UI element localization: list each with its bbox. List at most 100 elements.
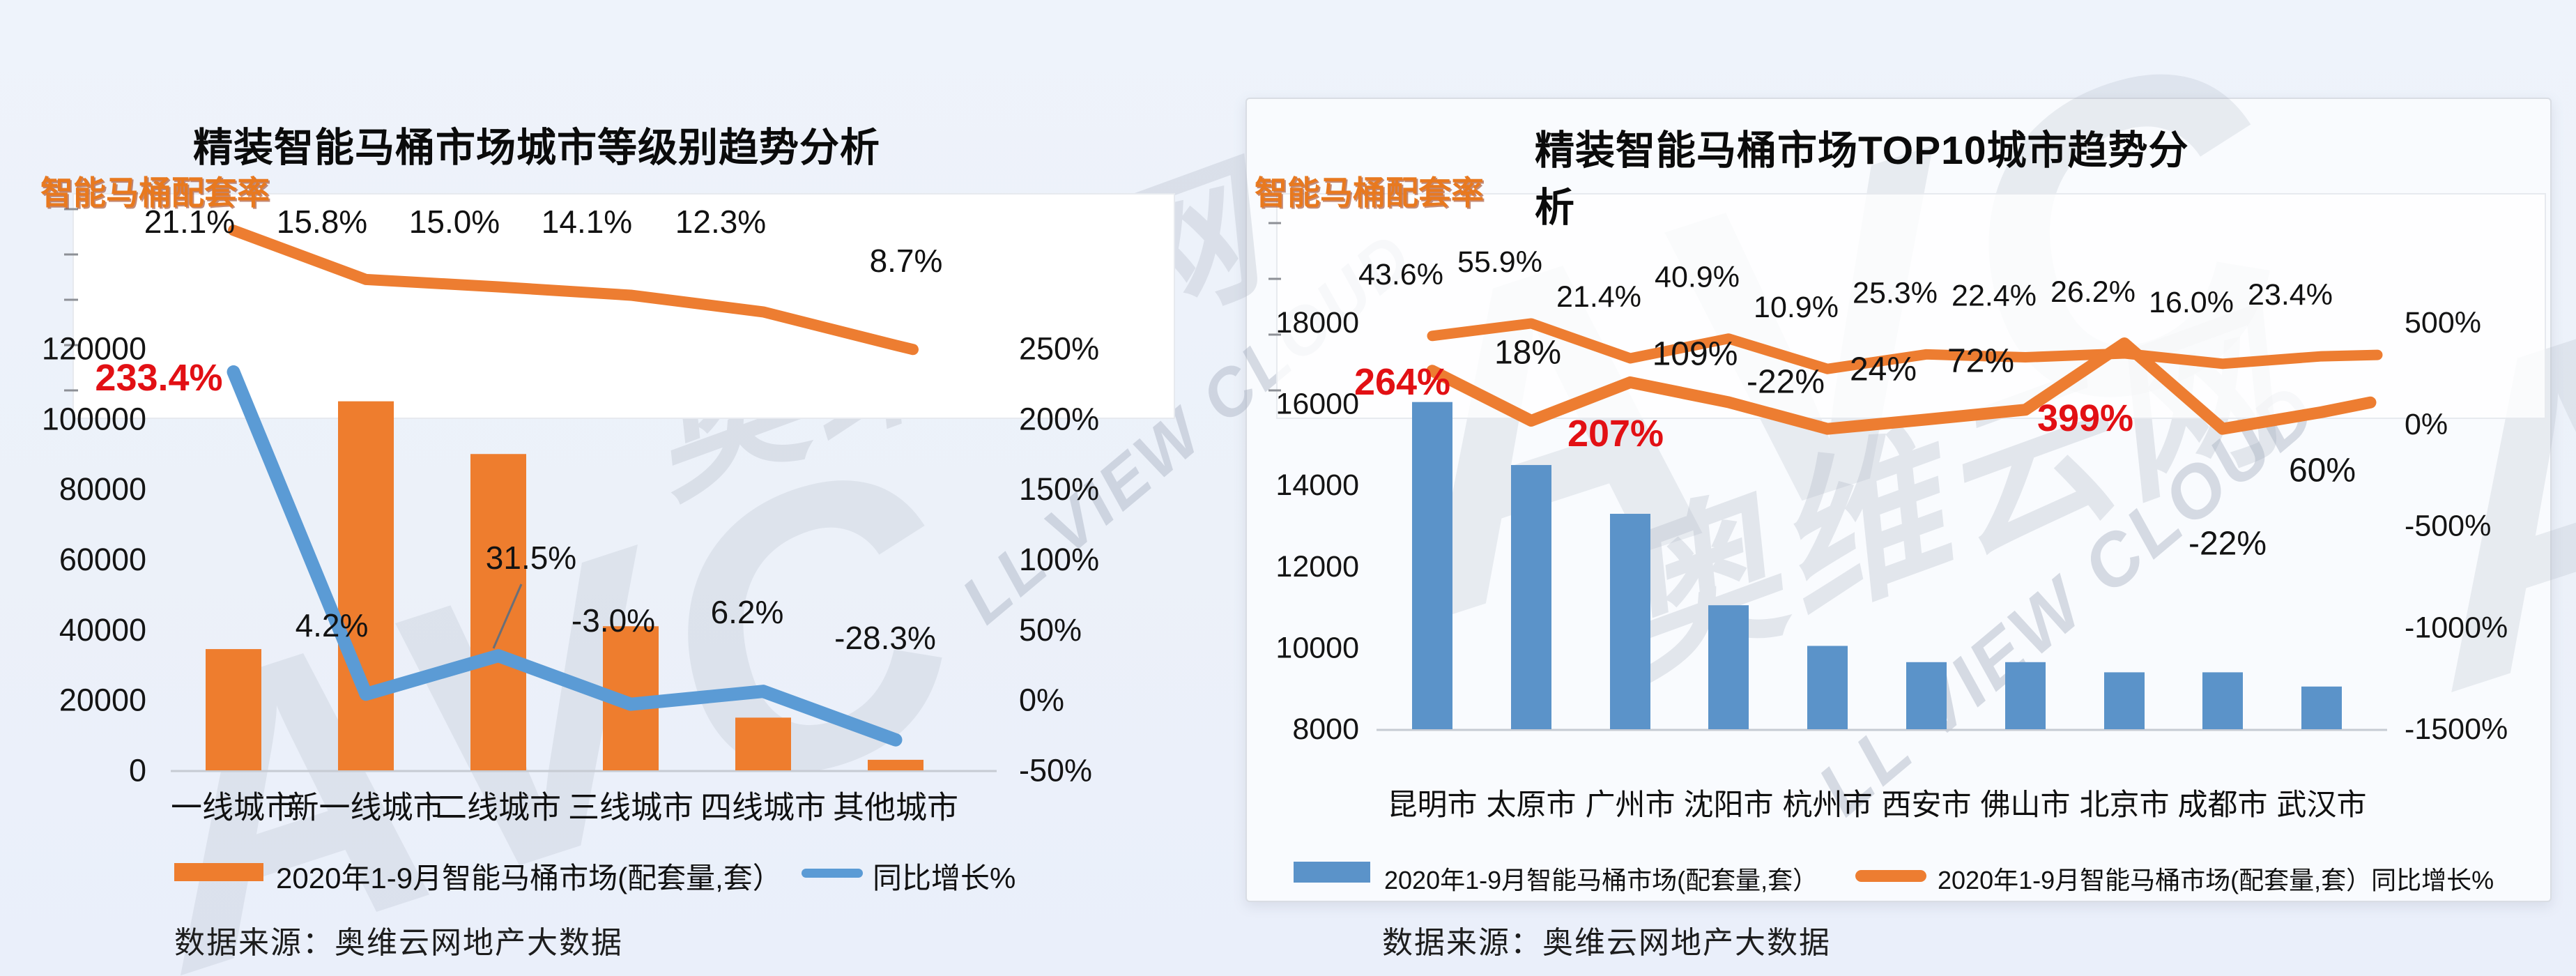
rate-point-label: 25.3% — [1853, 276, 1938, 310]
bar — [1610, 514, 1650, 729]
right-axis-tick-label: 200% — [1019, 401, 1099, 436]
right-axis-tick-label: 150% — [1019, 471, 1099, 507]
category-label: 杭州市 — [1783, 788, 1873, 822]
growth-point-label: 264% — [1354, 361, 1450, 403]
right-axis-tick-label: 0% — [1019, 683, 1064, 718]
rate-point-label: 8.7% — [870, 243, 943, 279]
rate-point-label: 16.0% — [2149, 286, 2234, 319]
left-legend-bar-label: 2020年1-9月智能马桶市场(配套量,套） — [276, 862, 782, 894]
rate-point-label: 23.4% — [2248, 278, 2333, 312]
bar — [338, 401, 394, 770]
growth-point-label: 31.5% — [486, 540, 576, 576]
left-axis-tick-label: 20000 — [59, 683, 146, 718]
rate-point-label: 40.9% — [1655, 261, 1740, 294]
category-label: 三线城市 — [568, 790, 693, 825]
left-axis-tick-label: 0 — [129, 753, 146, 788]
rate-point-label: 26.2% — [2050, 275, 2136, 309]
category-label: 二线城市 — [436, 790, 561, 825]
left-axis-tick-label: 80000 — [59, 471, 146, 507]
category-label: 广州市 — [1586, 788, 1676, 822]
rate-point-label: 12.3% — [675, 204, 766, 240]
rate-point-label: 55.9% — [1457, 245, 1542, 279]
bar — [470, 454, 526, 770]
left-axis-tick-label: 120000 — [42, 331, 146, 367]
left-axis-tick-label: 14000 — [1275, 468, 1359, 502]
left-legend-line-swatch — [802, 869, 863, 878]
right-axis-tick-label: -1500% — [2405, 712, 2508, 746]
left-legend-line-label: 同比增长% — [873, 862, 1016, 894]
bar — [1511, 465, 1551, 729]
category-label: 昆明市 — [1388, 788, 1478, 822]
category-label: 西安市 — [1882, 788, 1972, 822]
bar — [1807, 646, 1848, 729]
right-legend-bar-label: 2020年1-9月智能马桶市场(配套量,套） — [1384, 866, 1818, 894]
label-leader-line — [492, 584, 523, 649]
left-axis-tick-label: 8000 — [1292, 712, 1359, 746]
bar — [1708, 605, 1749, 729]
left-chart-title: 精装智能马桶市场城市等级别趋势分析 — [193, 125, 880, 170]
growth-point-label: 4.2% — [296, 607, 369, 643]
left-axis-tick-label: 16000 — [1275, 388, 1359, 421]
growth-point-label: -28.3% — [834, 620, 936, 656]
rate-mini-panel — [72, 193, 1175, 419]
category-label: 沈阳市 — [1684, 788, 1774, 822]
category-label: 武汉市 — [2277, 788, 2367, 822]
rate-point-label: 10.9% — [1754, 291, 1839, 324]
right-axis-tick-label: 250% — [1019, 331, 1099, 367]
category-label: 四线城市 — [700, 790, 826, 825]
growth-point-label: 399% — [2037, 397, 2133, 439]
rate-point-label: 15.0% — [409, 204, 500, 240]
bar — [735, 717, 791, 770]
growth-point-label: 6.2% — [711, 594, 784, 630]
right-axis-tick-label: -1000% — [2405, 611, 2508, 644]
right-chart-source: 数据来源：奥维云网地产大数据 — [1382, 926, 1831, 960]
growth-point-label: 72% — [1947, 343, 2014, 380]
left-axis-tick-label: 18000 — [1275, 306, 1359, 340]
left-rate-label: 智能马桶配套率 — [40, 174, 270, 211]
bar — [2301, 686, 2342, 729]
bar — [2104, 672, 2145, 729]
category-label: 一线城市 — [171, 790, 296, 825]
rate-point-label: 14.1% — [542, 204, 632, 240]
left-chart-source: 数据来源：奥维云网地产大数据 — [174, 926, 623, 960]
left-axis-tick-label: 12000 — [1275, 550, 1359, 584]
rate-point-label: 43.6% — [1358, 258, 1443, 291]
rate-point-label: 21.1% — [144, 204, 235, 240]
bar — [1412, 402, 1452, 729]
growth-point-label: 18% — [1494, 335, 1561, 372]
left-axis-tick-label: 60000 — [59, 542, 146, 577]
growth-line — [1426, 337, 2377, 435]
right-legend-line-swatch — [1855, 870, 1926, 882]
bar — [2005, 662, 2046, 729]
bar — [2202, 672, 2243, 729]
right-axis-tick-label: 50% — [1019, 612, 1082, 648]
rate-mini-panel — [1276, 193, 2546, 419]
rate-line — [1427, 318, 2383, 374]
right-axis-tick-label: 0% — [2405, 408, 2448, 441]
right-legend-bar-swatch — [1294, 862, 1370, 883]
growth-point-label: 60% — [2289, 452, 2356, 489]
category-label: 新一线城市 — [287, 790, 444, 825]
growth-point-label: 24% — [1850, 351, 1917, 388]
right-rate-label: 智能马桶配套率 — [1255, 174, 1484, 211]
growth-point-label: 207% — [1567, 413, 1664, 455]
growth-point-label: -3.0% — [572, 602, 655, 639]
bar — [868, 759, 923, 770]
right-axis-tick-label: -500% — [2405, 510, 2491, 543]
rate-line — [228, 224, 919, 356]
right-axis-tick-label: -50% — [1019, 753, 1092, 788]
bar — [206, 649, 261, 770]
growth-line — [227, 365, 903, 747]
growth-point-label: 233.4% — [95, 357, 222, 399]
category-label: 成都市 — [2178, 788, 2268, 822]
left-legend-bar-swatch — [174, 863, 263, 881]
right-axis-tick-label: 100% — [1019, 542, 1099, 577]
growth-point-label: -22% — [1747, 364, 1825, 401]
rate-point-label: 21.4% — [1556, 280, 1641, 314]
left-axis-tick-label: 100000 — [42, 401, 146, 436]
category-label: 佛山市 — [1981, 788, 2071, 822]
category-label: 其他城市 — [833, 790, 958, 825]
